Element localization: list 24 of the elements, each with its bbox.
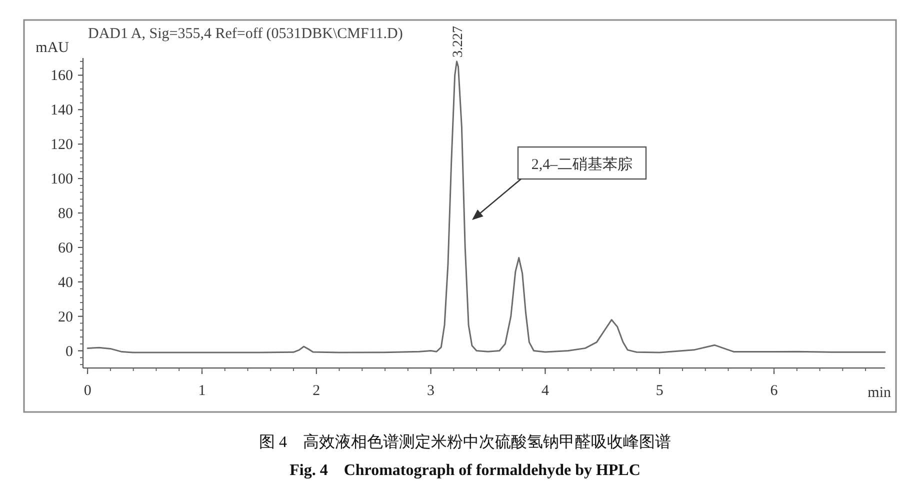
x-tick-label: 2	[312, 383, 320, 399]
annotation: 3.227	[450, 26, 466, 58]
x-tick-label: 5	[656, 383, 664, 399]
y-tick-label: 140	[50, 102, 73, 119]
y-tick-label: 60	[58, 240, 73, 256]
y-tick-label: 120	[50, 137, 73, 154]
line-series	[86, 60, 886, 354]
x-tick-label: 4	[541, 383, 550, 399]
y-tick-label: 160	[50, 68, 73, 84]
chart-title: DAD1 A, Sig=355,4 Ref=off (0531DBK\CMF11.D)	[88, 26, 403, 42]
x-tick-label: 3	[427, 383, 435, 399]
caption: Fig. 4 Chromatograph of formaldehyde by HPLC	[290, 462, 640, 479]
y-tick-label: 80	[58, 206, 73, 222]
y-axis-title: mAU	[36, 40, 70, 56]
x-tick-label: 6	[770, 383, 778, 399]
annotation: 2,4–二硝基苯腙	[531, 156, 633, 173]
y-tick-label: 20	[58, 309, 73, 326]
y-tick-label: 40	[58, 274, 73, 291]
caption: 图 4 高效液相色谱测定米粉中次硫酸氢钠甲醛吸收峰图谱	[259, 433, 671, 451]
x-tick-label: 0	[84, 383, 92, 399]
y-tick-label: 0	[66, 344, 73, 360]
y-tick-label: 100	[50, 172, 73, 188]
x-axis-title: min	[868, 385, 892, 401]
x-tick-label: 1	[198, 383, 206, 399]
